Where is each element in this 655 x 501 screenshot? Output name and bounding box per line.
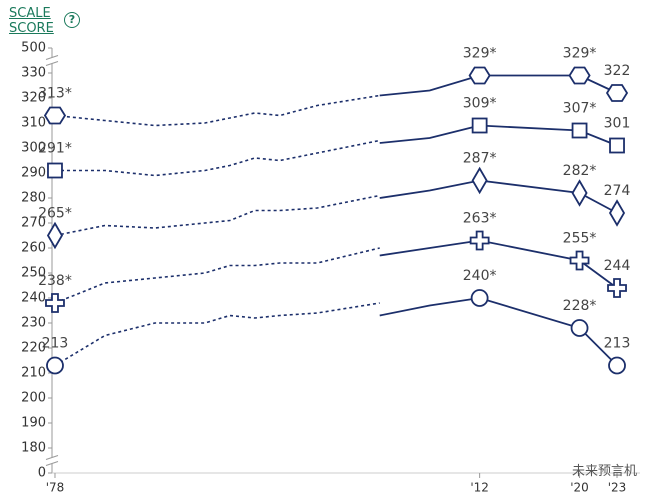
x-tick-label: '20 (570, 481, 589, 495)
data-label: 301 (604, 116, 631, 132)
data-label: 228* (563, 298, 597, 314)
watermark: 未来预言机 (571, 464, 637, 479)
marker (609, 137, 625, 154)
data-label: 274 (604, 183, 631, 199)
y-tick-label: 230 (21, 316, 46, 331)
data-label: 313* (38, 86, 72, 102)
data-label: 291* (38, 141, 72, 157)
y-tick-label: 190 (21, 416, 46, 431)
data-label: 282* (563, 163, 597, 179)
y-tick-label: 270 (21, 216, 46, 231)
axis-break (45, 55, 59, 60)
data-label: 265* (38, 206, 72, 222)
y-tick-label: 260 (21, 241, 46, 256)
y-tick-label: 280 (21, 191, 46, 206)
y-tick-label: 210 (21, 366, 46, 381)
marker (471, 117, 488, 134)
marker (470, 289, 489, 307)
data-label: 213 (42, 336, 69, 352)
marker (46, 356, 64, 375)
x-tick-label: '78 (46, 481, 65, 495)
marker (469, 230, 490, 251)
help-icon[interactable]: ? (64, 12, 80, 28)
data-label: 329* (463, 46, 497, 62)
data-label: 238* (38, 273, 72, 289)
y-tick-label: 310 (21, 116, 46, 131)
data-label: 322 (604, 63, 631, 79)
data-label: 329* (563, 46, 597, 62)
y-axis-title[interactable]: SCALE SCORE (9, 6, 54, 36)
y-tick-label: 240 (21, 291, 46, 306)
data-label: 309* (463, 96, 497, 112)
y-tick-label: 330 (21, 66, 46, 81)
y-tick-label: 250 (21, 266, 46, 281)
axis-break-gap (46, 457, 58, 464)
x-tick-label: '12 (470, 481, 489, 495)
marker (569, 250, 590, 271)
series-line (54, 302, 380, 367)
marker (43, 106, 67, 125)
series-line (54, 194, 380, 237)
axis-break (45, 455, 59, 460)
marker (605, 84, 629, 102)
series-line (54, 247, 380, 304)
marker (571, 179, 588, 207)
data-label: 307* (563, 101, 597, 117)
data-label: 213 (604, 336, 631, 352)
data-label: 287* (463, 151, 497, 167)
marker (608, 199, 626, 227)
y-tick-label: 300 (21, 141, 46, 156)
marker (607, 278, 627, 298)
data-label: 240* (463, 268, 497, 284)
marker (47, 162, 63, 179)
data-label: 263* (463, 211, 497, 227)
marker (468, 66, 491, 85)
y-tick-label: 200 (21, 391, 46, 406)
series-line (54, 139, 380, 177)
marker (471, 166, 488, 195)
axis-break (45, 61, 59, 66)
y-tick-label: 220 (21, 341, 46, 356)
marker (45, 293, 65, 313)
y-tick-label: 180 (21, 441, 46, 456)
marker (568, 66, 591, 85)
marker (570, 319, 589, 337)
data-label: 244 (604, 258, 631, 274)
marker (571, 122, 588, 139)
series-line (54, 94, 380, 127)
y-tick-label: 290 (21, 166, 46, 181)
marker (608, 356, 626, 375)
y-tick-label: 320 (21, 91, 46, 106)
data-label: 255* (563, 231, 597, 247)
y-tick-label: 500 (21, 41, 46, 56)
axis-break (45, 461, 59, 466)
x-tick-label: '23 (608, 481, 627, 495)
marker (46, 221, 64, 250)
y-tick-label: 0 (38, 466, 46, 481)
axis-break-gap (46, 57, 58, 64)
